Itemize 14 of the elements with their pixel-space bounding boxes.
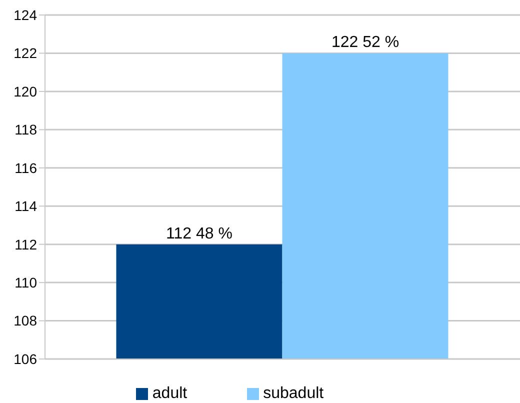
y-tick-label: 112 <box>14 236 38 252</box>
y-tick-label: 116 <box>14 160 38 176</box>
y-tick-label: 118 <box>14 122 38 138</box>
y-tick-label: 124 <box>14 6 38 23</box>
y-tick-label: 110 <box>14 274 38 291</box>
y-tick-label: 108 <box>14 312 38 329</box>
y-tick-label: 106 <box>14 350 38 367</box>
data-label: 122 52 % <box>331 34 400 52</box>
y-tick-label: 120 <box>14 83 38 100</box>
legend-label: subadult <box>263 385 324 402</box>
data-label: 112 48 % <box>166 225 232 242</box>
y-tick-label: 114 <box>14 198 38 214</box>
legend-label: adult <box>152 385 188 402</box>
y-tick-label: 122 <box>14 45 38 62</box>
